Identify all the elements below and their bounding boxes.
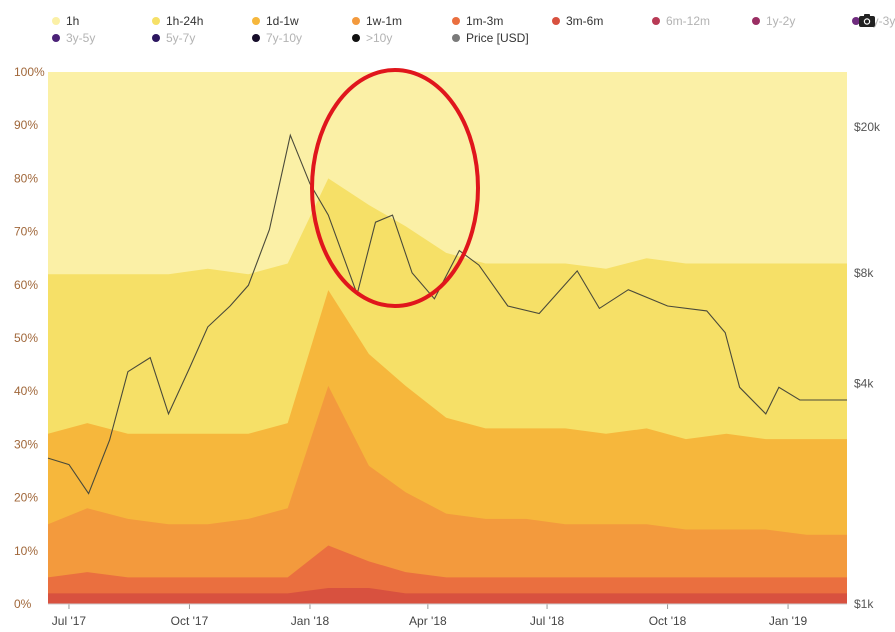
legend-swatch xyxy=(452,34,460,42)
legend-label: Price [USD] xyxy=(466,31,529,45)
y-left-tick-label: 50% xyxy=(14,331,38,345)
x-tick-label: Jul '18 xyxy=(530,614,565,628)
legend-item[interactable]: 1h-24h xyxy=(152,13,203,29)
legend-swatch xyxy=(852,17,860,25)
legend-item[interactable]: 1m-3m xyxy=(452,13,503,29)
legend-item[interactable]: Price [USD] xyxy=(452,30,529,46)
area-3m-6m xyxy=(48,588,847,604)
y-right-tick-label: $8k xyxy=(854,266,874,280)
legend-swatch xyxy=(152,34,160,42)
legend-item[interactable]: 1y-2y xyxy=(752,13,795,29)
legend-item[interactable]: 5y-7y xyxy=(152,30,195,46)
x-tick-label: Oct '18 xyxy=(649,614,687,628)
y-left-tick-label: 30% xyxy=(14,437,38,451)
legend-label: 1d-1w xyxy=(266,14,299,28)
legend-label: 1h-24h xyxy=(166,14,204,28)
y-left-tick-label: 100% xyxy=(14,65,45,79)
y-right-tick-label: $20k xyxy=(854,120,881,134)
legend-item[interactable]: 3m-6m xyxy=(552,13,603,29)
legend-swatch xyxy=(52,17,60,25)
legend-label: 1h xyxy=(66,14,80,28)
legend-label: 7y-10y xyxy=(266,31,303,45)
x-tick-label: Apr '18 xyxy=(409,614,447,628)
y-left-tick-label: 10% xyxy=(14,544,38,558)
y-right-tick-label: $1k xyxy=(854,597,874,611)
y-left-tick-label: 20% xyxy=(14,491,38,505)
camera-icon[interactable] xyxy=(858,12,876,28)
legend-swatch xyxy=(352,17,360,25)
x-tick-label: Jan '18 xyxy=(291,614,330,628)
y-left-tick-label: 70% xyxy=(14,225,38,239)
area-1m-3m xyxy=(48,545,847,604)
legend-label: 3m-6m xyxy=(566,14,604,28)
x-tick-label: Oct '17 xyxy=(171,614,209,628)
legend-swatch xyxy=(152,17,160,25)
x-tick-label: Jul '17 xyxy=(52,614,87,628)
x-tick-label: Jan '19 xyxy=(769,614,808,628)
legend-swatch xyxy=(52,34,60,42)
area-1w-1m xyxy=(48,385,847,604)
legend-label: >10y xyxy=(366,31,393,45)
legend-label: 3y-5y xyxy=(66,31,96,45)
legend-item[interactable]: >10y xyxy=(352,30,392,46)
legend-label: 6m-12m xyxy=(666,14,711,28)
legend-item[interactable]: 1h xyxy=(52,13,79,29)
legend-item[interactable]: 6m-12m xyxy=(652,13,710,29)
legend-label: 1m-3m xyxy=(466,14,504,28)
legend-label: 1w-1m xyxy=(366,14,403,28)
price-line xyxy=(47,133,847,495)
legend-label: 1y-2y xyxy=(766,14,796,28)
y-right-tick-label: $4k xyxy=(854,376,874,390)
legend-swatch xyxy=(752,17,760,25)
legend-item[interactable]: 7y-10y xyxy=(252,30,302,46)
legend-label: 5y-7y xyxy=(166,31,196,45)
annotation-ellipse xyxy=(310,68,480,308)
y-left-tick-label: 90% xyxy=(14,118,38,132)
legend-swatch xyxy=(652,17,660,25)
y-left-tick-label: 60% xyxy=(14,278,38,292)
legend-swatch xyxy=(252,34,260,42)
y-left-tick-label: 0% xyxy=(14,597,32,611)
legend-swatch xyxy=(552,17,560,25)
legend-item[interactable]: 1w-1m xyxy=(352,13,402,29)
legend-swatch xyxy=(352,34,360,42)
legend-item[interactable]: 1d-1w xyxy=(252,13,299,29)
legend-item[interactable]: 3y-5y xyxy=(52,30,95,46)
y-left-tick-label: 80% xyxy=(14,171,38,185)
y-left-tick-label: 40% xyxy=(14,384,38,398)
legend-swatch xyxy=(252,17,260,25)
legend-swatch xyxy=(452,17,460,25)
